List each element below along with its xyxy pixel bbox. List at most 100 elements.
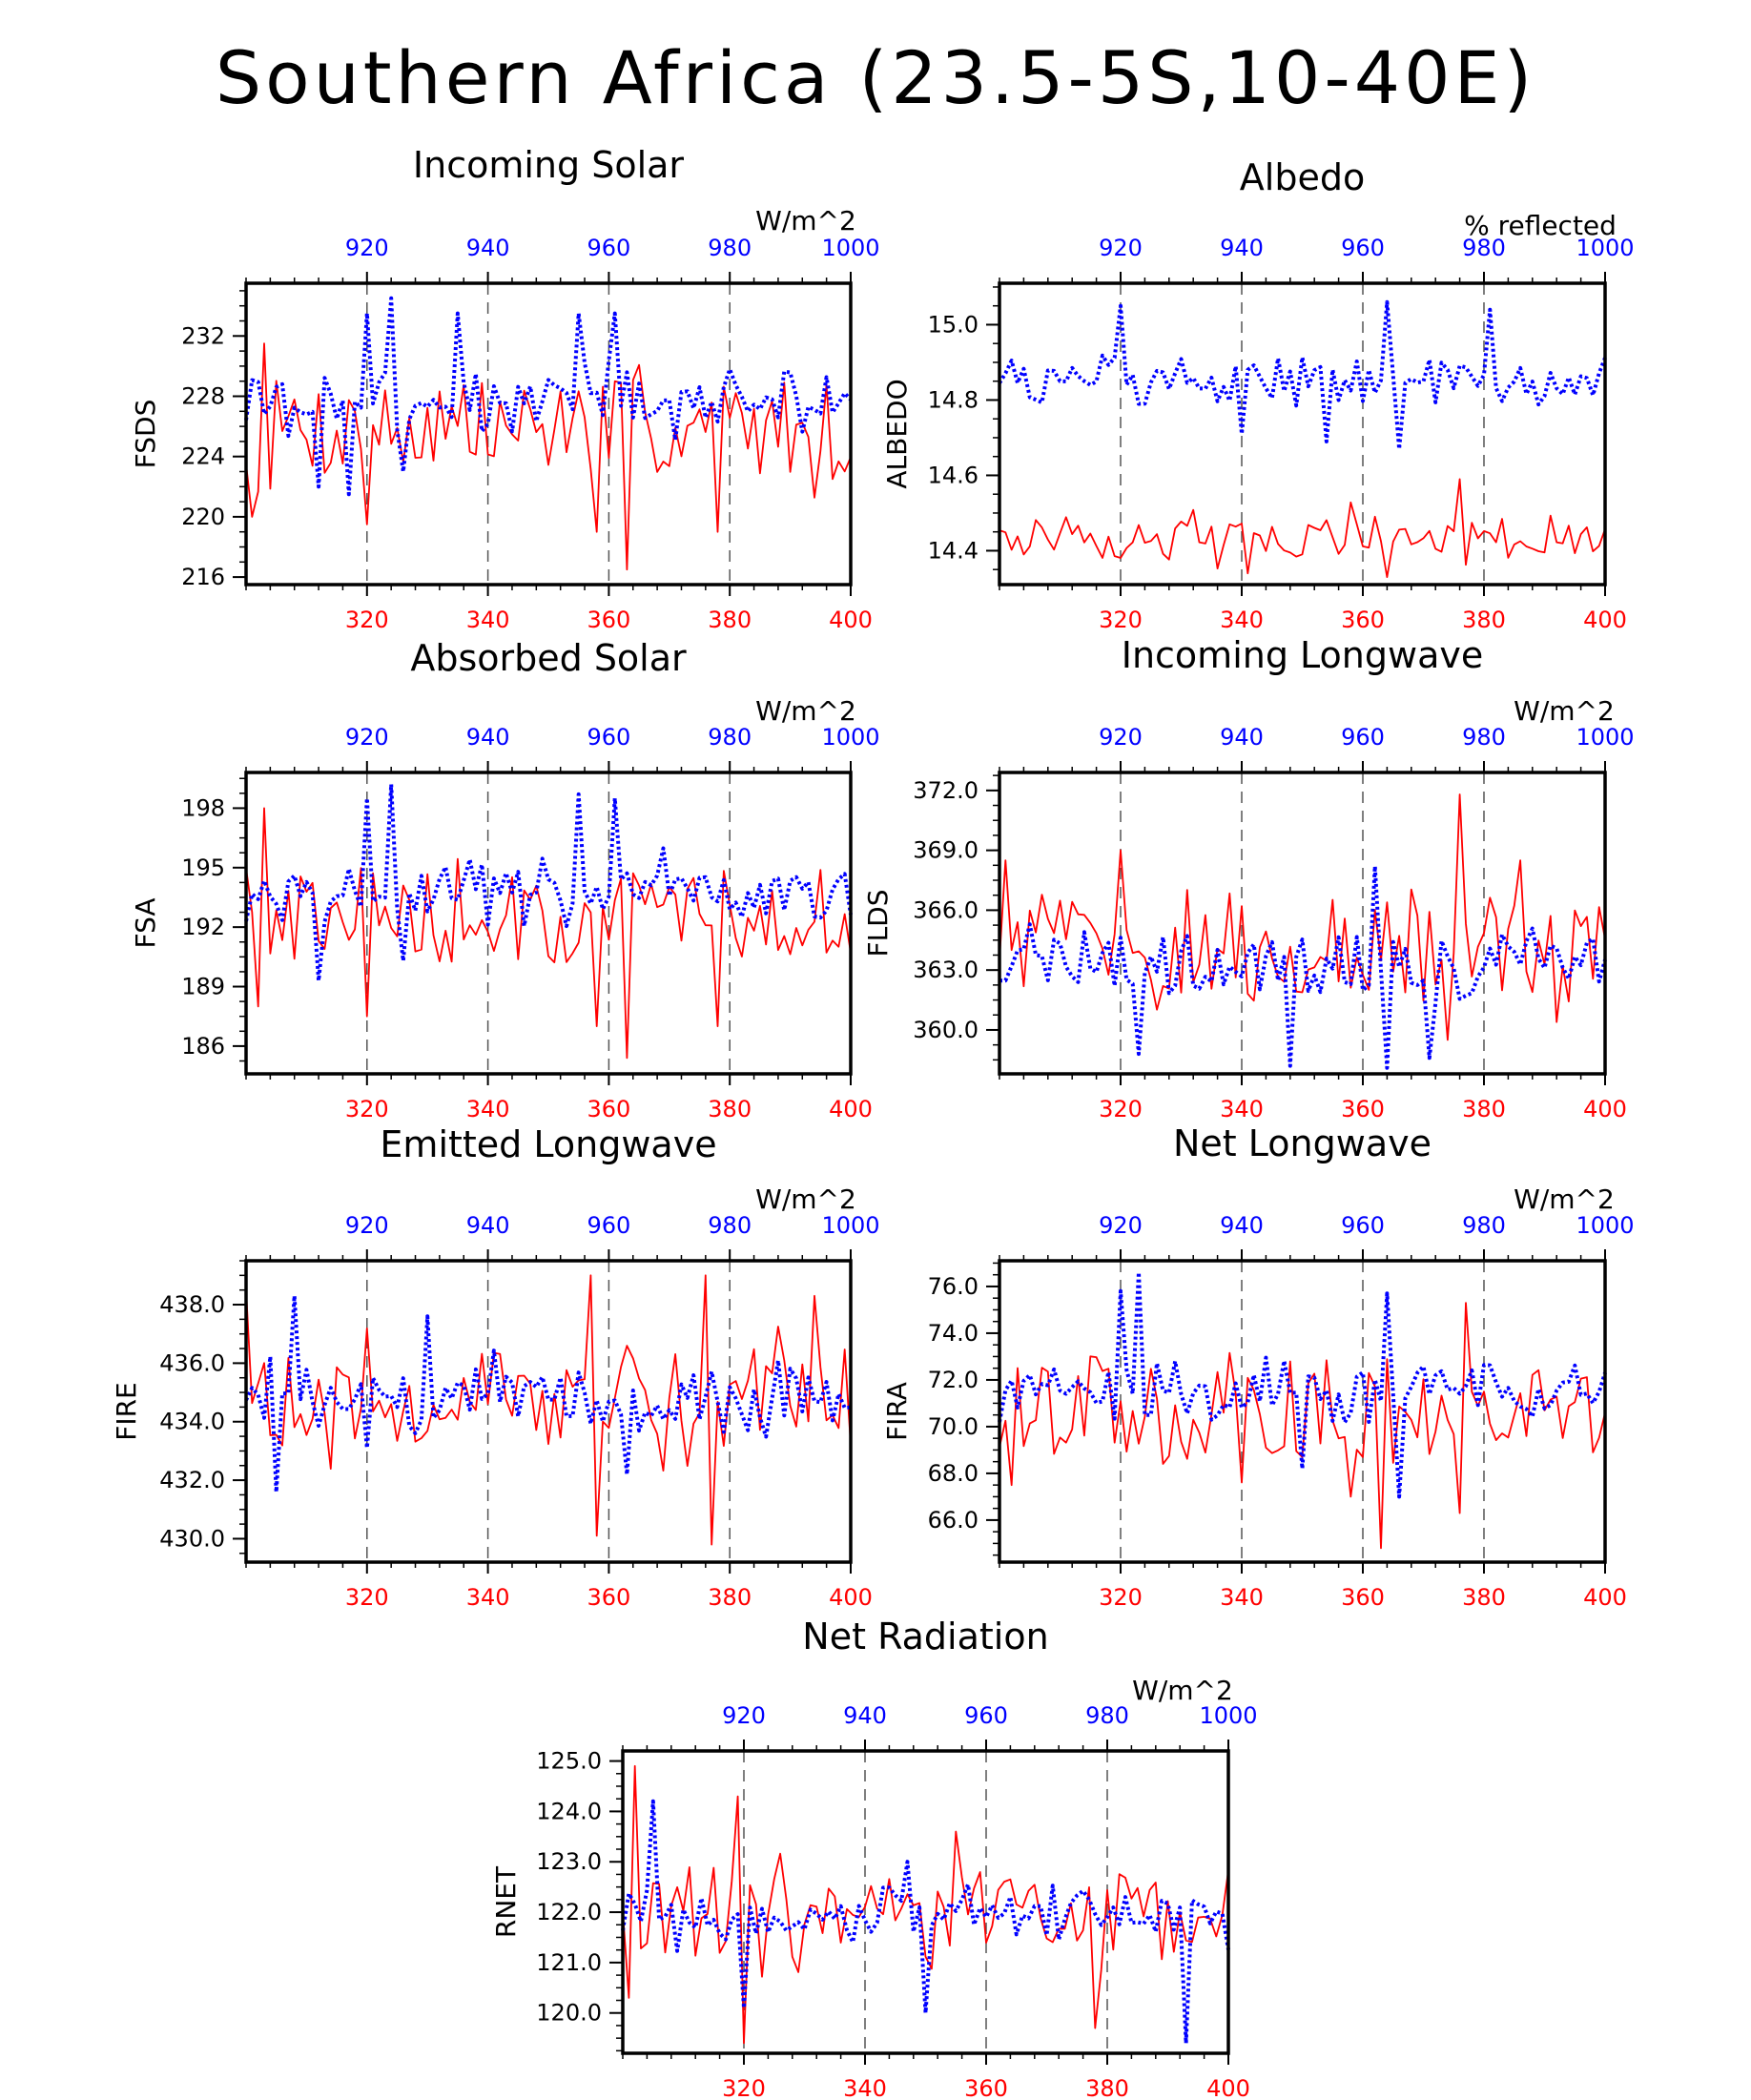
chart-panel: Incoming Longwave W/m^2 FLDS 360.0 363.0 366.… [862,634,1635,1122]
y-tick-label: 369.0 [913,837,978,864]
y-tick-label: 123.0 [536,1848,602,1875]
x-bottom-tick-label: 320 [722,2075,766,2100]
x-bottom-tick-label: 360 [1341,1584,1385,1611]
x-top-tick-label: 920 [1099,724,1143,751]
y-tick-label: 372.0 [913,777,978,804]
x-top-tick-label: 980 [1462,235,1506,261]
x-top-tick-label: 920 [722,1702,766,1729]
x-top-tick-label: 1000 [821,724,879,751]
y-tick-label: 438.0 [159,1291,225,1318]
x-bottom-tick-label: 400 [1583,607,1627,633]
x-bottom-tick-label: 320 [345,1584,389,1611]
y-tick-label: 125.0 [536,1748,602,1775]
x-bottom-tick-label: 400 [1583,1584,1627,1611]
x-bottom-tick-label: 340 [466,607,510,633]
units-label: W/m^2 [1514,1184,1615,1215]
x-top-tick-label: 940 [1220,724,1264,751]
x-top-tick-label: 920 [1099,235,1143,261]
units-label: W/m^2 [1514,695,1615,727]
y-tick-label: 216 [181,564,225,590]
y-tick-label: 436.0 [159,1349,225,1376]
x-bottom-tick-label: 380 [708,1584,752,1611]
panel-title: Net Radiation [802,1616,1048,1657]
x-top-tick-label: 1000 [821,1212,879,1239]
y-tick-label: 192 [181,914,225,940]
y-axis-label: FIRA [881,1382,913,1441]
x-top-tick-label: 1000 [1576,1212,1634,1239]
y-tick-label: 366.0 [913,896,978,923]
panels: Incoming Solar W/m^2 FSDS 216 220 224 228 232 32… [111,144,1635,2100]
blue-series-line [244,296,853,497]
y-axis-label: FIRE [111,1382,142,1441]
x-bottom-tick-label: 340 [466,1096,510,1122]
x-bottom-tick-label: 340 [466,1584,510,1611]
blue-series-line [244,1293,852,1494]
units-label: W/m^2 [1132,1675,1233,1706]
plot-frame [244,281,853,587]
plot-frame [244,771,853,1076]
units-label: W/m^2 [755,1184,856,1215]
x-bottom-tick-label: 380 [1462,1584,1506,1611]
y-tick-label: 434.0 [159,1409,225,1435]
y-tick-label: 198 [181,794,225,821]
x-top-tick-label: 960 [1341,724,1385,751]
red-series-line [999,793,1606,1041]
y-tick-label: 189 [181,974,225,1000]
x-top-tick-label: 980 [1462,724,1506,751]
y-axis-label: FSDS [130,400,161,469]
x-top-tick-label: 980 [708,1212,752,1239]
x-bottom-tick-label: 380 [1085,2075,1129,2100]
x-top-tick-label: 920 [1099,1212,1143,1239]
blue-series-line [621,1799,1230,2046]
y-tick-label: 124.0 [536,1798,602,1824]
y-tick-label: 15.0 [928,311,978,338]
x-top-tick-label: 960 [1341,235,1385,261]
x-bottom-tick-label: 360 [1341,607,1385,633]
units-label: % reflected [1464,210,1617,241]
plot-frame [998,771,1607,1076]
x-bottom-tick-label: 380 [1462,1096,1506,1122]
plot-frame [244,1259,853,1564]
blue-series-line [998,299,1607,451]
blue-series-line [998,1270,1607,1499]
chart-panel: Net Radiation W/m^2 RNET 120.0 121.0 122.0 123… [490,1616,1258,2100]
x-bottom-tick-label: 360 [587,1096,630,1122]
y-tick-label: 68.0 [928,1460,978,1487]
x-bottom-tick-label: 400 [829,607,873,633]
y-tick-label: 121.0 [536,1949,602,1976]
plot-frame [621,1749,1230,2055]
x-bottom-tick-label: 320 [1099,1584,1143,1611]
x-top-tick-label: 980 [708,724,752,751]
x-top-tick-label: 960 [1341,1212,1385,1239]
red-series-line [622,1764,1229,2045]
y-tick-label: 360.0 [913,1017,978,1043]
y-tick-label: 70.0 [928,1413,978,1440]
panel-title: Net Longwave [1173,1122,1432,1164]
y-tick-label: 74.0 [928,1320,978,1347]
y-tick-label: 228 [181,383,225,410]
units-label: W/m^2 [755,695,856,727]
y-tick-label: 363.0 [913,957,978,983]
y-tick-label: 432.0 [159,1467,225,1493]
red-series-line [245,342,852,571]
y-axis-label: FLDS [862,889,894,957]
x-bottom-tick-label: 340 [843,2075,887,2100]
y-axis-label: RNET [490,1865,522,1938]
y-tick-label: 14.4 [928,537,978,564]
y-tick-label: 430.0 [159,1525,225,1552]
x-bottom-tick-label: 400 [829,1584,873,1611]
x-top-tick-label: 1000 [1576,724,1634,751]
panel-title: Incoming Solar [413,144,685,186]
x-bottom-tick-label: 360 [964,2075,1008,2100]
y-tick-label: 14.8 [928,386,978,413]
blue-series-line [244,782,853,983]
x-top-tick-label: 1000 [821,235,879,261]
x-top-tick-label: 940 [466,1212,510,1239]
x-bottom-tick-label: 360 [587,1584,630,1611]
y-tick-label: 232 [181,322,225,349]
x-bottom-tick-label: 380 [708,1096,752,1122]
y-axis-label: FSA [130,897,161,948]
x-bottom-tick-label: 340 [1220,1096,1264,1122]
x-top-tick-label: 920 [345,1212,389,1239]
